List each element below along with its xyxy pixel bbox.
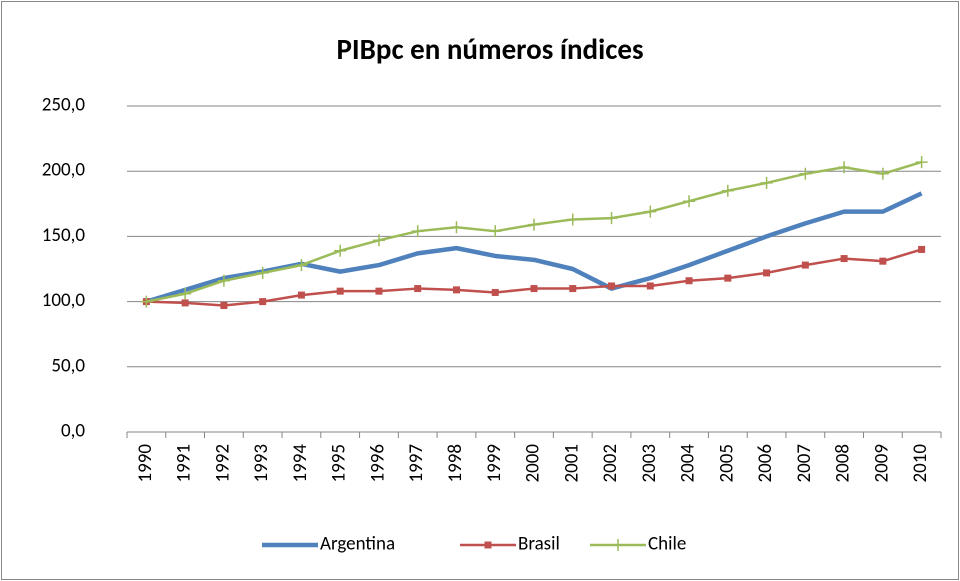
point-marker xyxy=(566,213,579,226)
point-marker xyxy=(683,195,696,208)
point-marker xyxy=(801,261,809,269)
legend-marker xyxy=(612,539,624,551)
series-line xyxy=(145,191,923,304)
point-marker xyxy=(491,288,499,296)
x-tick-label: 2009 xyxy=(870,444,893,483)
point-marker xyxy=(336,287,344,295)
point-marker xyxy=(295,259,308,272)
point-marker xyxy=(372,234,385,247)
point-marker xyxy=(799,167,812,180)
y-tick-label: 150,0 xyxy=(42,224,86,247)
x-tick-label: 2006 xyxy=(754,444,777,483)
x-tick-label: 2002 xyxy=(599,444,622,483)
y-tick-label: 250,0 xyxy=(42,94,86,117)
legend-label: Chile xyxy=(648,533,686,556)
point-marker xyxy=(760,176,773,189)
legend-marker xyxy=(484,541,492,549)
point-marker xyxy=(528,218,540,231)
point-marker xyxy=(452,286,460,294)
x-tick-label: 1994 xyxy=(289,444,312,483)
point-marker xyxy=(721,184,734,197)
point-marker xyxy=(915,156,928,169)
point-marker xyxy=(724,274,732,282)
point-marker xyxy=(414,285,422,293)
point-marker xyxy=(838,161,851,174)
point-marker xyxy=(608,282,616,290)
point-marker xyxy=(879,257,887,265)
x-tick-label: 2000 xyxy=(522,444,545,483)
point-marker xyxy=(685,277,693,285)
point-marker xyxy=(605,212,618,225)
point-marker xyxy=(876,167,889,180)
point-marker xyxy=(840,255,848,263)
point-marker xyxy=(646,282,654,290)
point-marker xyxy=(140,295,153,308)
x-tick-label: 2010 xyxy=(909,444,932,483)
x-tick-label: 1993 xyxy=(250,444,273,483)
x-tick-label: 1999 xyxy=(483,444,506,483)
x-tick-label: 1995 xyxy=(328,444,351,483)
chart-title: PIBpc en números índices xyxy=(336,31,643,67)
x-tick-label: 1990 xyxy=(134,444,157,483)
point-marker xyxy=(569,285,577,293)
point-marker xyxy=(256,266,269,279)
legend-label: Argentina xyxy=(320,533,395,556)
point-marker xyxy=(489,225,502,238)
point-marker xyxy=(375,287,383,295)
point-marker xyxy=(530,285,538,293)
legend-label: Brasil xyxy=(518,533,560,556)
x-tick-label: 2003 xyxy=(638,444,661,483)
point-marker xyxy=(763,269,771,277)
point-marker xyxy=(181,299,189,307)
point-marker xyxy=(411,225,424,238)
point-marker xyxy=(918,245,926,253)
y-tick-label: 0,0 xyxy=(61,420,85,443)
x-tick-label: 2004 xyxy=(677,444,700,483)
point-marker xyxy=(217,274,230,287)
x-tick-label: 2001 xyxy=(560,444,583,483)
x-tick-label: 1996 xyxy=(366,444,389,483)
x-tick-label: 1998 xyxy=(444,444,467,483)
point-marker xyxy=(450,221,463,234)
x-tick-label: 1991 xyxy=(173,444,196,483)
x-tick-label: 1997 xyxy=(405,444,428,483)
point-marker xyxy=(179,287,192,300)
x-tick-label: 2007 xyxy=(793,444,816,483)
y-tick-label: 100,0 xyxy=(42,289,86,312)
x-tick-label: 1992 xyxy=(211,444,234,483)
x-tick-label: 2008 xyxy=(832,444,855,483)
y-tick-label: 200,0 xyxy=(42,159,86,182)
point-marker xyxy=(644,205,657,218)
x-tick-label: 2005 xyxy=(715,444,738,483)
y-tick-label: 50,0 xyxy=(51,354,85,377)
point-marker xyxy=(297,291,305,299)
point-marker xyxy=(259,298,267,306)
point-marker xyxy=(334,244,347,257)
point-marker xyxy=(220,302,228,310)
